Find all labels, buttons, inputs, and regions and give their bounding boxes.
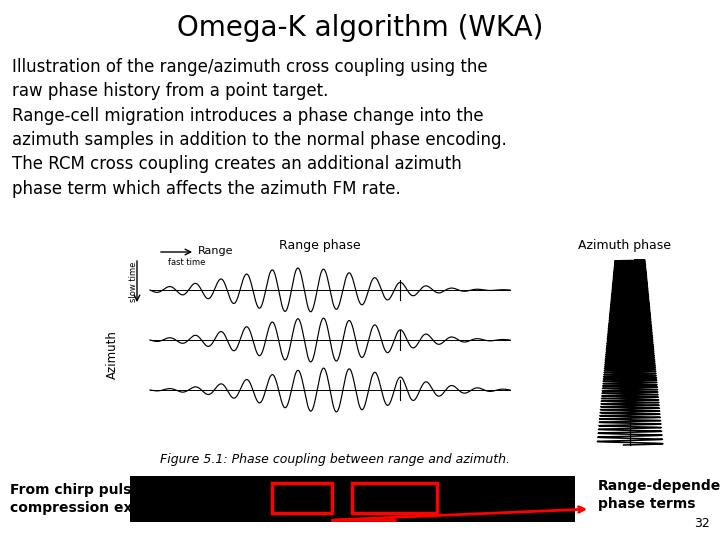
Text: Range: Range	[198, 246, 233, 256]
Text: Range-dependent
phase terms: Range-dependent phase terms	[598, 480, 720, 511]
Bar	[130, 476, 575, 522]
Text: Azimuth phase: Azimuth phase	[578, 239, 672, 252]
Text: Range phase: Range phase	[279, 239, 361, 252]
Text: Illustration of the range/azimuth cross coupling using the
raw phase history fro: Illustration of the range/azimuth cross …	[12, 58, 507, 198]
Bar	[272, 483, 332, 513]
Text: fast time: fast time	[168, 258, 205, 267]
Text: 32: 32	[694, 517, 710, 530]
Text: Azimuth: Azimuth	[106, 330, 119, 380]
Text: Figure 5.1: Phase coupling between range and azimuth.: Figure 5.1: Phase coupling between range…	[160, 454, 510, 467]
Text: From chirp pulse
compression example: From chirp pulse compression example	[10, 483, 181, 515]
Text: Omega-K algorithm (WKA): Omega-K algorithm (WKA)	[177, 14, 543, 42]
Bar	[352, 483, 437, 513]
Text: slow time: slow time	[128, 262, 138, 302]
